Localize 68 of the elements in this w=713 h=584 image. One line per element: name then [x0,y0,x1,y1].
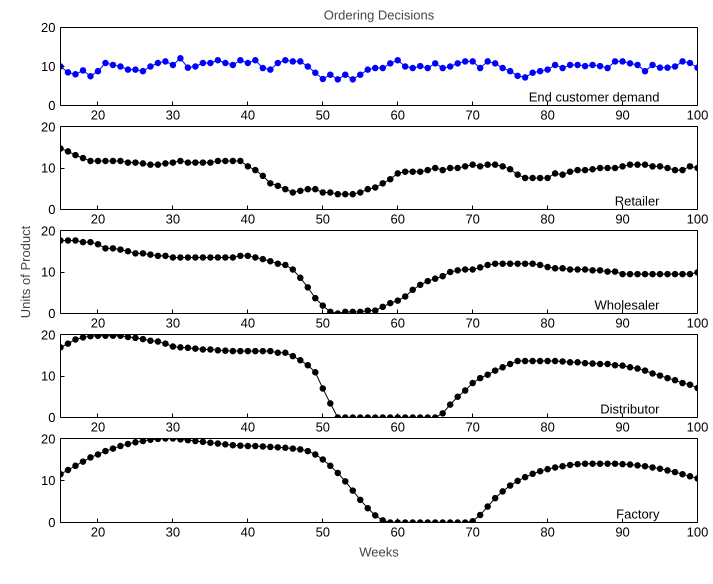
x-tick-label: 60 [390,420,405,434]
x-tick-label: 70 [465,420,480,434]
x-tick-label: 20 [90,212,106,226]
x-tick-label: 100 [686,420,708,434]
x-tick-label: 80 [540,108,555,122]
x-tick-label: 80 [540,316,555,330]
x-tick-label: 80 [540,420,555,434]
x-tick-label: 100 [686,316,708,330]
x-tick-label: 20 [90,524,106,540]
x-tick-label: 50 [316,524,330,540]
y-tick-label: 20 [41,120,56,134]
series-label: Wholesaler [594,298,660,312]
x-tick-label: 30 [166,212,180,226]
x-tick-label: 70 [465,108,480,122]
x-tick-label: 90 [615,108,630,122]
y-tick-label: 0 [48,202,56,217]
x-tick-label: 70 [465,316,480,330]
x-tick-label: 50 [316,212,330,226]
y-tick-label: 20 [41,432,56,446]
y-tick-label: 20 [41,20,56,35]
x-tick-label: 60 [390,108,405,122]
x-tick-label: 60 [390,212,405,226]
x-tick-label: 40 [240,212,256,226]
y-tick-label: 0 [48,306,56,321]
series-label: Retailer [614,194,660,208]
y-tick-label: 10 [41,264,56,280]
x-tick-label: 90 [615,316,630,330]
x-tick-label: 30 [166,420,180,434]
x-tick-label: 40 [240,420,256,434]
x-tick-label: 30 [166,316,180,330]
x-axis-title: Weeks [359,544,400,560]
y-tick-label: 0 [48,98,56,113]
x-tick-label: 90 [615,524,630,540]
x-tick-label: 20 [90,420,106,434]
x-tick-label: 60 [390,316,405,330]
x-tick-label: 60 [390,524,405,540]
x-tick-label: 20 [90,108,106,122]
x-tick-label: 50 [316,420,330,434]
x-tick-label: 70 [465,212,480,226]
y-tick-label: 10 [41,160,56,176]
x-tick-label: 80 [540,524,555,540]
y-tick-label: 0 [48,410,56,425]
chart-title: Ordering Decisions [324,8,435,22]
y-axis-title: Units of Product [18,225,34,318]
x-tick-label: 100 [686,212,708,226]
series-label: Distributor [600,402,660,416]
y-tick-label: 20 [41,328,56,342]
y-tick-label: 0 [48,515,56,530]
x-tick-label: 90 [615,212,630,226]
x-tick-label: 20 [90,316,106,330]
x-tick-label: 50 [316,108,330,122]
text: Factory [616,506,660,522]
x-tick-label: 40 [240,316,256,330]
y-tick-label: 10 [41,368,56,384]
x-tick-label: 30 [166,524,180,540]
x-tick-label: 90 [615,420,630,434]
y-tick-label: 10 [41,59,56,74]
y-tick-label: 20 [41,224,56,238]
x-tick-label: 100 [686,524,708,540]
x-tick-label: 40 [240,524,256,540]
x-tick-label: 50 [316,316,330,330]
x-tick-label: 30 [166,108,180,122]
x-tick-label: 80 [540,212,555,226]
y-tick-label: 10 [41,473,56,488]
series-label: End customer demand [528,90,660,104]
x-tick-label: 70 [465,524,480,540]
x-tick-label: 100 [686,108,708,122]
x-tick-label: 40 [240,108,256,122]
